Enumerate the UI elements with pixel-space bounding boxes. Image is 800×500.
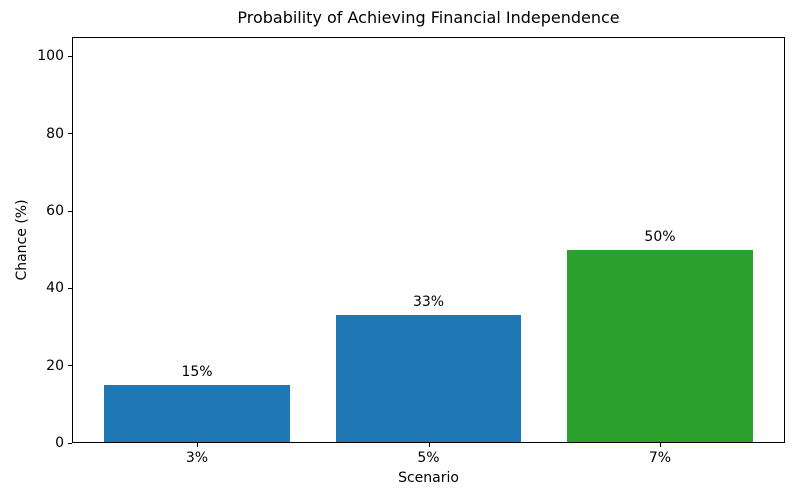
y-tick-label: 60 — [46, 203, 64, 219]
y-tick-label: 100 — [37, 48, 64, 65]
bar — [335, 315, 522, 442]
y-tick-mark — [68, 210, 72, 212]
bar — [104, 385, 290, 442]
bar-value-label: 15% — [181, 364, 213, 380]
x-tick-mark — [428, 443, 430, 447]
x-tick-label: 5% — [417, 450, 440, 466]
x-tick-mark — [659, 443, 661, 447]
y-tick-label: 40 — [46, 280, 64, 297]
x-tick-label: 7% — [648, 450, 672, 466]
y-tick-label: 80 — [46, 125, 64, 142]
bar — [567, 249, 753, 442]
y-tick-mark — [68, 55, 72, 57]
y-tick-label: 20 — [46, 357, 64, 374]
y-tick-mark — [68, 287, 72, 289]
y-tick-mark — [68, 365, 72, 367]
y-tick-label: 0 — [55, 435, 64, 451]
bar-value-label: 33% — [412, 294, 445, 311]
bar-value-label: 50% — [644, 228, 676, 245]
x-tick-label: 3% — [185, 450, 209, 466]
x-tick-mark — [197, 443, 198, 447]
y-tick-mark — [68, 442, 72, 444]
chart-title: Probability of Achieving Financial Indep… — [237, 8, 620, 27]
y-tick-mark — [68, 133, 72, 135]
x-axis-label: Scenario — [398, 470, 459, 486]
